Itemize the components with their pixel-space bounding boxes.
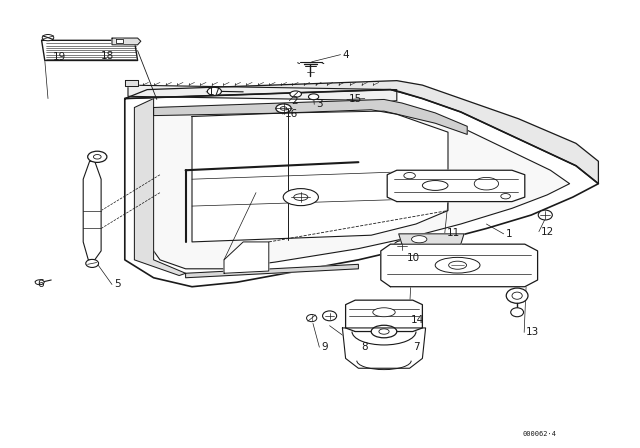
Text: 10: 10 [406,253,420,263]
Ellipse shape [308,94,319,99]
Ellipse shape [283,189,319,206]
Text: 2: 2 [291,96,298,106]
Ellipse shape [35,280,44,285]
Ellipse shape [512,292,522,299]
Polygon shape [116,39,123,43]
Polygon shape [125,90,598,287]
Ellipse shape [379,329,389,334]
Ellipse shape [371,325,397,338]
Text: 11: 11 [447,228,460,238]
Polygon shape [128,85,397,101]
Ellipse shape [538,210,552,220]
Text: 17: 17 [208,87,221,97]
Ellipse shape [88,151,107,163]
Text: 12: 12 [541,227,554,237]
Ellipse shape [42,34,54,41]
Ellipse shape [280,107,287,110]
Ellipse shape [394,241,410,252]
Text: 000062·4: 000062·4 [523,431,557,437]
Polygon shape [399,234,464,244]
Ellipse shape [207,87,221,95]
Ellipse shape [449,261,467,269]
Text: 15: 15 [349,95,362,104]
Ellipse shape [435,257,480,273]
Ellipse shape [86,259,99,267]
Ellipse shape [307,314,317,322]
Text: 5: 5 [114,280,120,289]
Text: 13: 13 [526,327,540,337]
Polygon shape [381,244,538,287]
Ellipse shape [276,104,291,113]
Text: 9: 9 [321,342,328,352]
Polygon shape [346,300,422,332]
Text: 18: 18 [101,51,115,60]
Ellipse shape [294,194,308,201]
Ellipse shape [93,155,101,159]
Ellipse shape [323,311,337,321]
Text: 7: 7 [413,342,419,352]
Text: 16: 16 [285,109,298,119]
Polygon shape [147,104,570,269]
Polygon shape [186,264,358,278]
Polygon shape [125,80,138,86]
Polygon shape [42,40,138,60]
Text: 6: 6 [37,280,44,289]
Text: 19: 19 [52,52,66,62]
Ellipse shape [422,181,448,190]
Polygon shape [112,38,141,45]
Ellipse shape [290,91,301,97]
Text: 4: 4 [342,50,349,60]
Polygon shape [342,328,426,368]
Ellipse shape [372,308,396,317]
Ellipse shape [500,194,511,199]
Polygon shape [125,81,598,184]
Polygon shape [387,170,525,202]
Polygon shape [224,242,269,273]
Ellipse shape [404,172,415,179]
Text: 8: 8 [361,342,367,352]
Text: 14: 14 [411,315,424,325]
Polygon shape [154,99,467,134]
Polygon shape [83,161,101,260]
Text: 1: 1 [506,229,512,239]
Ellipse shape [511,308,524,317]
Ellipse shape [506,288,528,303]
Ellipse shape [412,236,427,243]
Text: 3: 3 [316,99,323,109]
Polygon shape [134,99,186,276]
Polygon shape [192,110,448,242]
